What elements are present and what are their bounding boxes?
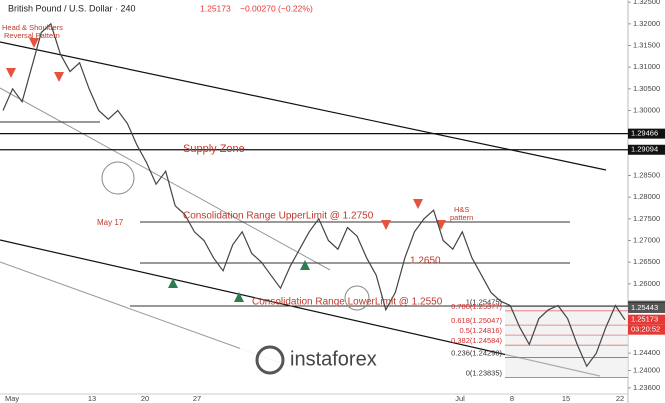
x-tick-label: 15 — [562, 394, 570, 403]
annotation: Consolidation Range LowerLimit @ 1.2550 — [252, 297, 443, 308]
price-tag — [628, 128, 665, 139]
annotation: H&S — [454, 205, 469, 214]
y-tick-label: 1.32500 — [633, 0, 660, 6]
y-tick-label: 1.30000 — [633, 105, 660, 114]
price-tag-label: 1.25443 — [631, 303, 658, 312]
x-tick-label: Jul — [455, 394, 465, 403]
fib-label: 0.382(1.24584) — [451, 336, 502, 345]
annotation: May 17 — [97, 218, 124, 227]
timer: 03:20:52 — [631, 325, 660, 334]
y-tick-label: 1.28000 — [633, 192, 660, 201]
y-tick-label: 1.23600 — [633, 383, 660, 392]
change: −0.00270 (−0.22%) — [240, 3, 313, 13]
x-tick-label: 22 — [616, 394, 624, 403]
price-tag-label: 1.25173 — [631, 315, 658, 324]
fib-label: 0.236(1.24298) — [451, 349, 502, 358]
symbol-title: British Pound / U.S. Dollar · 240 — [8, 3, 136, 13]
watermark-logo — [255, 345, 285, 375]
y-tick-label: 1.31500 — [633, 40, 660, 49]
trendline — [0, 87, 331, 271]
annotation: 1.2650 — [410, 256, 441, 267]
fib-label: 1(1.25475) — [466, 298, 503, 307]
y-tick-label: 1.32000 — [633, 19, 660, 28]
y-tick-label: 1.27500 — [633, 214, 660, 223]
x-tick-label: 20 — [141, 394, 149, 403]
price-tag — [628, 314, 665, 325]
x-tick-label: May — [5, 394, 19, 403]
trendline — [0, 41, 607, 171]
header-bg — [0, 0, 300, 18]
fib-label: 0(1.23835) — [466, 369, 503, 378]
timer-bg — [628, 324, 665, 335]
highlight-circle — [344, 285, 370, 311]
x-tick-label: 8 — [510, 394, 514, 403]
annotation: Head & Shoulders — [2, 23, 63, 32]
annotation: Consolidation Range UpperLimit @ 1.2750 — [183, 211, 374, 222]
y-tick-label: 1.24000 — [633, 365, 660, 374]
x-tick-label: 13 — [88, 394, 96, 403]
fib-box — [505, 306, 628, 378]
y-tick-label: 1.31000 — [633, 62, 660, 71]
trendline — [0, 239, 601, 377]
price-tag — [628, 302, 665, 313]
y-tick-label: 1.30500 — [633, 84, 660, 93]
y-tick-label: 1.24400 — [633, 348, 660, 357]
arrows-down — [6, 38, 446, 230]
fib-label: 0.618(1.25047) — [451, 316, 502, 325]
arrows-up — [168, 260, 310, 302]
price-tag-label: 1.29466 — [631, 129, 658, 138]
plot: 1(1.25475)0.786(1.25377)0.618(1.25047)0.… — [0, 22, 628, 379]
y-tick-label: 1.27000 — [633, 235, 660, 244]
annotation: pattern — [450, 213, 473, 222]
fib-label: 0.5(1.24816) — [459, 326, 502, 335]
fib-label: 0.786(1.25377) — [451, 302, 502, 311]
price-tag — [628, 144, 665, 155]
price-tag-label: 1.29094 — [631, 145, 658, 154]
price-line — [2, 22, 626, 368]
y-tick-label: 1.26500 — [633, 257, 660, 266]
watermark: instaforex — [290, 348, 377, 370]
x-tick-label: 27 — [193, 394, 201, 403]
annotation: Reversal Pattern — [4, 31, 60, 40]
y-tick-label: 1.26000 — [633, 279, 660, 288]
highlight-circle — [101, 161, 135, 195]
y-tick-label: 1.28500 — [633, 170, 660, 179]
quote: 1.25173 — [200, 3, 231, 13]
annotation: Supply Zone — [183, 143, 245, 155]
